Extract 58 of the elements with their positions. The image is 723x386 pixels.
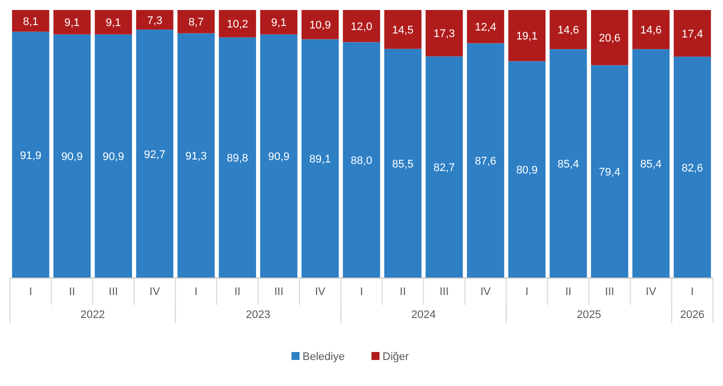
data-label: 12,0	[350, 21, 372, 34]
x-tick-label: III	[440, 286, 449, 298]
data-label: 17,3	[433, 28, 455, 40]
data-label: 10,2	[226, 18, 248, 31]
data-label: 89,8	[226, 152, 248, 165]
data-label: 9,1	[106, 17, 122, 30]
data-label: 87,6	[474, 156, 496, 168]
text: 2024	[411, 309, 436, 321]
x-tick-label: II	[234, 286, 241, 298]
data-label: 14,5	[392, 24, 414, 36]
x-tick-label: III	[605, 286, 614, 298]
data-label: 90,9	[61, 151, 83, 164]
x-tick-label: IV	[646, 286, 657, 298]
x-tick-label: IV	[314, 286, 326, 298]
x-tick-label: II	[400, 286, 406, 298]
x-tick-label: IV	[480, 286, 492, 298]
data-label: 85,5	[392, 158, 414, 170]
data-label: 14,6	[558, 24, 579, 37]
data-label: 82,7	[433, 162, 455, 174]
data-label: 12,4	[474, 22, 496, 34]
data-label: 85,4	[558, 158, 579, 171]
x-tick-label: II	[68, 286, 76, 298]
text: 2026	[680, 309, 705, 321]
data-label: 9,1	[64, 17, 80, 30]
data-label: 91,9	[20, 150, 42, 162]
x-tick-label: III	[108, 286, 118, 298]
x-tick-label: IV	[150, 286, 161, 298]
data-label: 17,4	[682, 28, 704, 40]
data-label: 82,6	[682, 162, 704, 174]
data-label: 14,6	[640, 24, 662, 37]
data-label: 79,4	[598, 166, 620, 179]
data-label: 8,1	[23, 16, 38, 28]
data-label: 88,0	[350, 155, 372, 168]
data-label: 85,4	[640, 158, 662, 171]
data-label: 7,3	[147, 14, 162, 27]
data-label: 8,7	[188, 16, 204, 29]
x-tick-label: I	[360, 286, 364, 298]
data-label: 91,3	[185, 150, 207, 163]
legend-label: Diğer	[382, 351, 410, 363]
x-tick-label: I	[690, 286, 694, 298]
text: 2022	[80, 309, 105, 321]
text: 2023	[246, 309, 270, 321]
data-label: 89,1	[309, 154, 331, 166]
data-label: 90,9	[268, 151, 290, 164]
data-label: 20,6	[598, 32, 620, 45]
data-label: 10,9	[309, 20, 331, 32]
data-label: 90,9	[102, 151, 124, 164]
data-label: 80,9	[516, 164, 538, 177]
data-label: 19,1	[516, 30, 538, 43]
x-tick-label: I	[525, 286, 528, 298]
x-tick-label: I	[29, 286, 32, 298]
x-tick-label: III	[274, 286, 284, 298]
text: 2025	[576, 309, 602, 321]
data-label: 92,7	[144, 148, 166, 161]
x-tick-label: I	[194, 286, 198, 298]
data-label: 9,1	[271, 17, 286, 30]
legend-label: Belediye	[302, 351, 345, 363]
x-tick-label: II	[565, 286, 572, 298]
